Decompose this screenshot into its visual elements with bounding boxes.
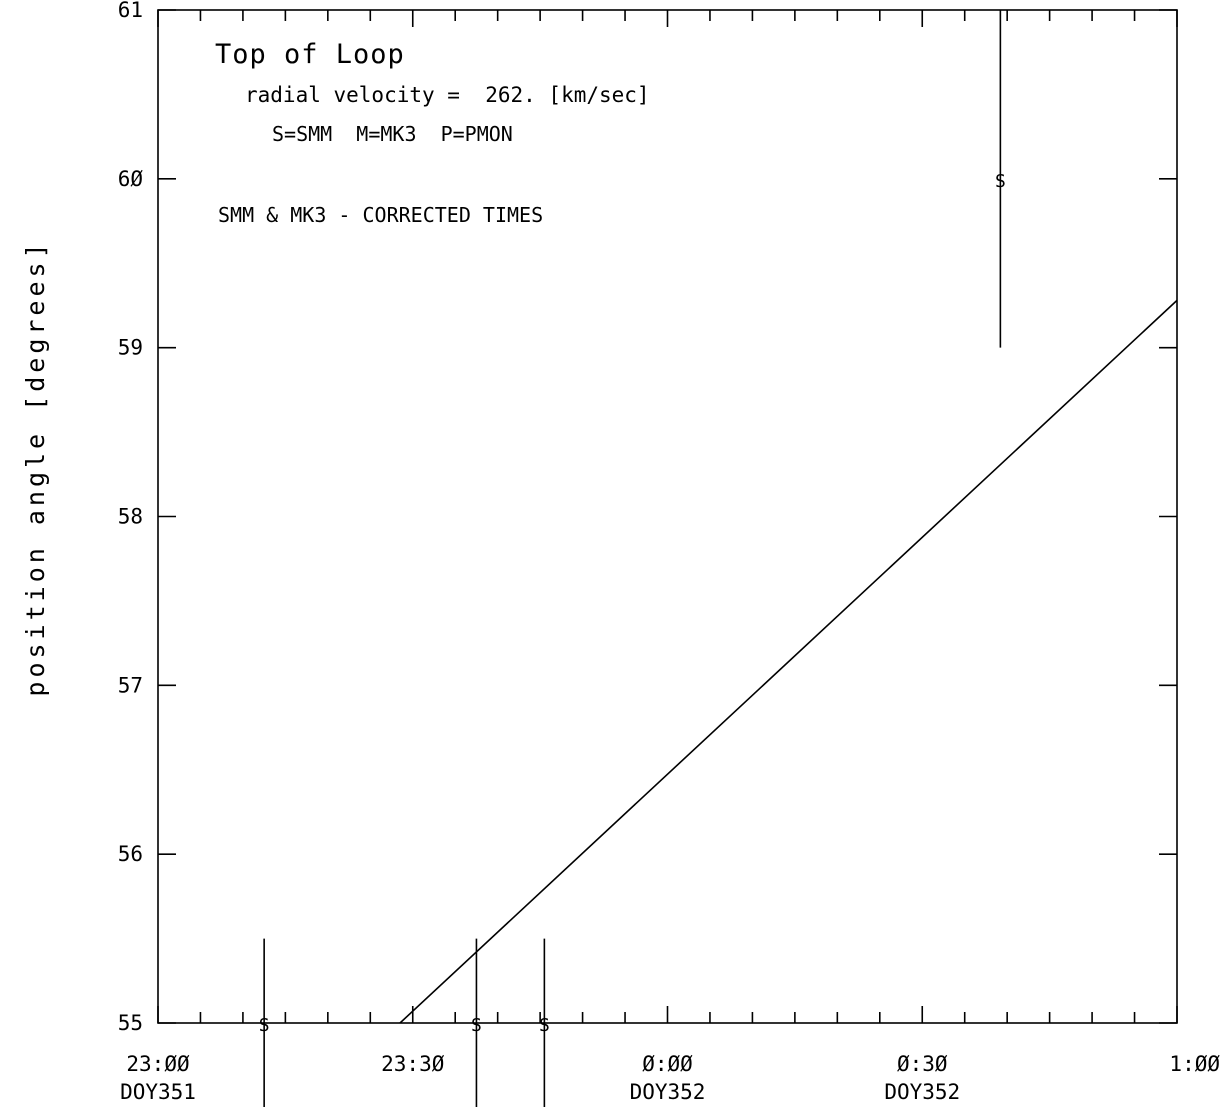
x-tick-label: 23:3Ø (381, 1052, 445, 1076)
y-tick-labels: 55 56 57 58 59 6Ø 61 (118, 0, 144, 1035)
data-points: S S S S (259, 10, 1006, 1107)
plot-frame (157, 9, 1178, 1024)
axis-ticks (157, 9, 1178, 1024)
chart-title: Top of Loop (215, 39, 405, 70)
y-tick-label: 55 (118, 1011, 143, 1035)
fit-line (399, 299, 1178, 1024)
y-tick-label: 59 (118, 336, 143, 360)
y-tick-label: 61 (118, 0, 143, 22)
x-tick-labels: 23:ØØ DOY351 23:3Ø Ø:ØØ DOY352 Ø:3Ø DOY352 1:ØØ (120, 1052, 1220, 1104)
y-tick-label: 58 (118, 505, 143, 529)
symbol-key: S=SMM M=MK3 P=PMON (272, 122, 513, 146)
x-tick-label: Ø:3Ø (897, 1052, 948, 1076)
data-point-marker: S (539, 1015, 550, 1036)
x-tick-day-label: DOY351 (120, 1080, 196, 1104)
x-tick-label: 1:ØØ (1169, 1052, 1220, 1076)
y-tick-label: 6Ø (118, 167, 144, 191)
velocity-annotation: radial velocity = 262. [km/sec] (245, 83, 650, 107)
data-point-marker: S (259, 1015, 270, 1036)
fit-lines (399, 299, 1178, 1024)
corrected-times-note: SMM & MK3 - CORRECTED TIMES (218, 203, 543, 227)
y-tick-label: 56 (118, 842, 143, 866)
y-axis-label: position angle [degrees] (21, 239, 50, 696)
x-tick-label: 23:ØØ (126, 1052, 190, 1076)
data-point-marker: S (471, 1015, 482, 1036)
data-point-marker: S (995, 171, 1006, 192)
y-tick-label: 57 (118, 673, 143, 697)
x-tick-label: Ø:ØØ (642, 1052, 693, 1076)
plot-border (157, 9, 1178, 1024)
x-tick-day-label: DOY352 (884, 1080, 960, 1104)
x-tick-day-label: DOY352 (630, 1080, 706, 1104)
